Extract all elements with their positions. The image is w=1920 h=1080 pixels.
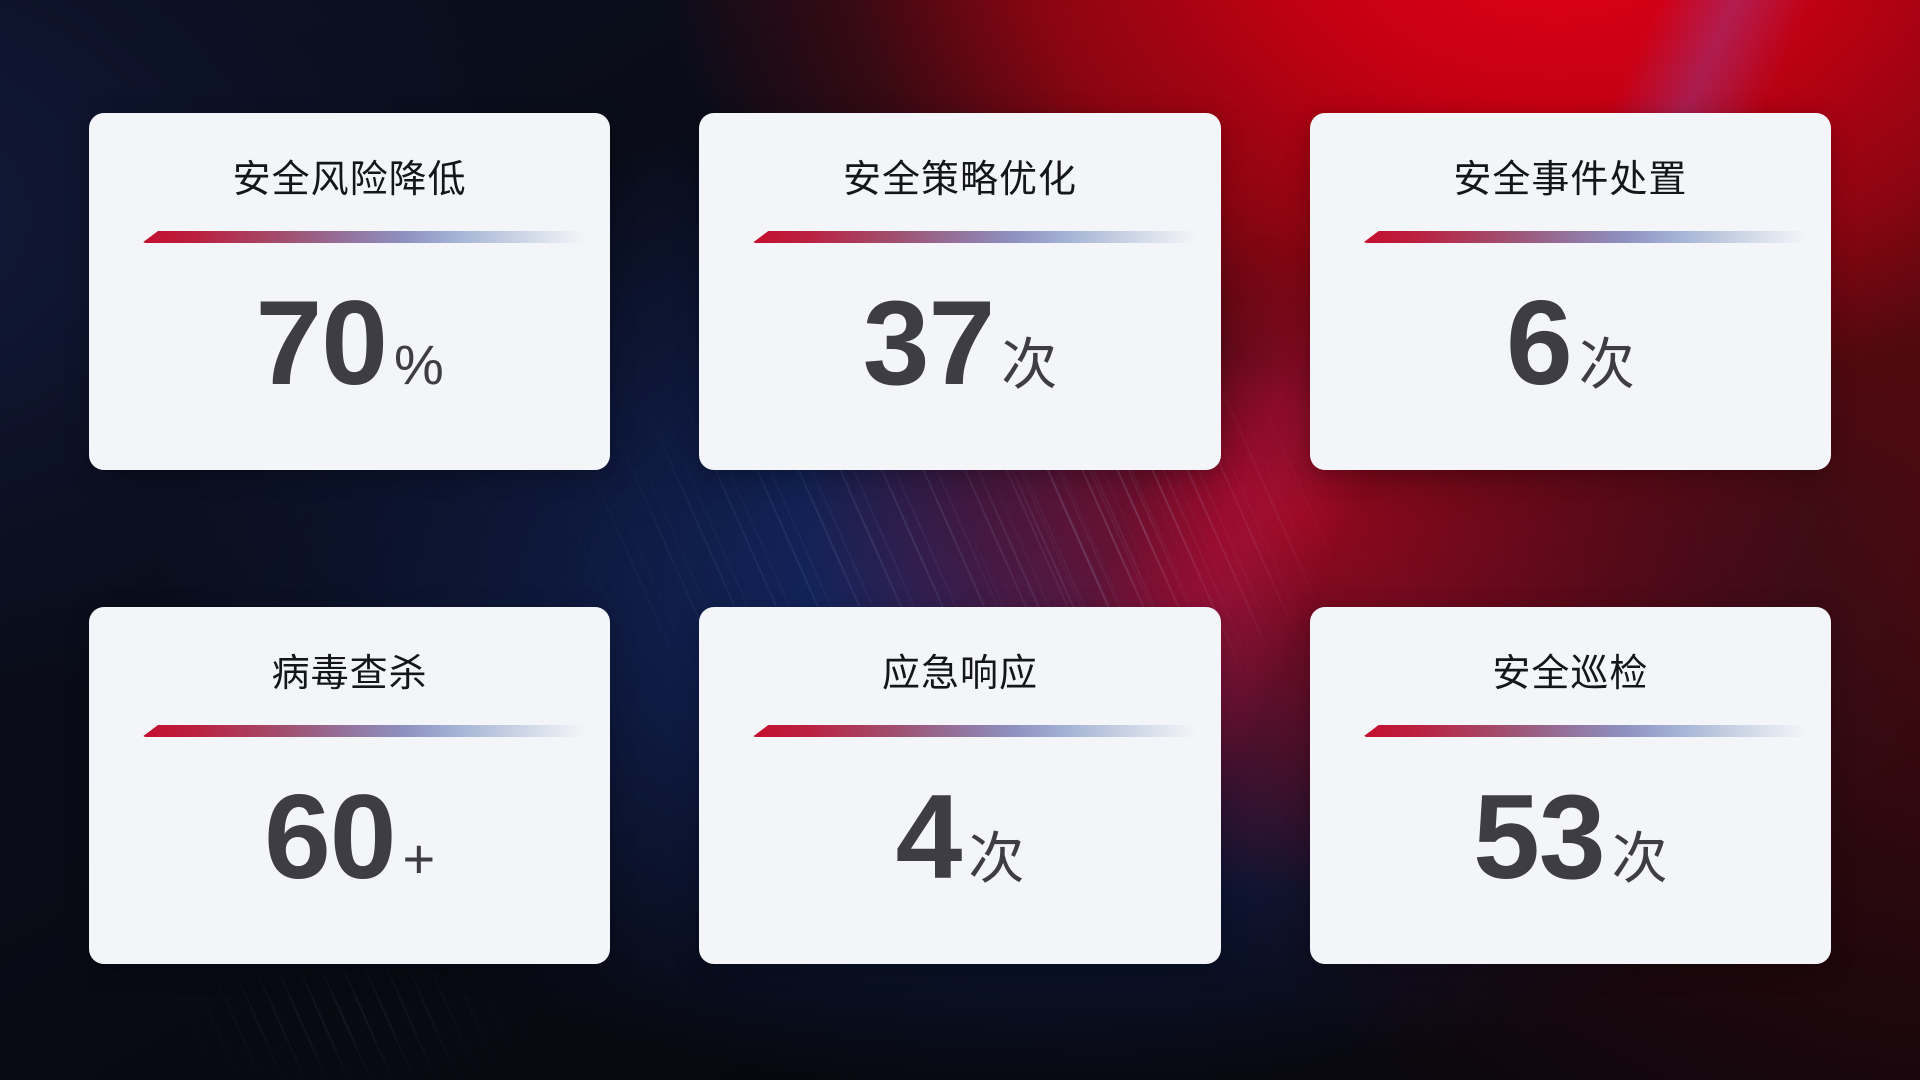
stat-card-accent-divider bbox=[1362, 725, 1815, 737]
stat-card-title: 安全事件处置 bbox=[1453, 159, 1688, 201]
stat-card-value-row: 53 次 bbox=[1310, 777, 1831, 897]
stat-value: 6 bbox=[1505, 276, 1573, 410]
stat-card-accent-divider bbox=[142, 725, 595, 737]
stat-card-title: 应急响应 bbox=[881, 653, 1038, 695]
stat-value: 60 bbox=[264, 770, 396, 904]
stat-card: 应急响应 4 次 bbox=[699, 607, 1221, 964]
stat-card-title: 安全巡检 bbox=[1492, 653, 1649, 695]
stat-card-title: 安全风险降低 bbox=[232, 159, 467, 201]
stat-unit: 次 bbox=[968, 827, 1025, 890]
stat-value: 37 bbox=[862, 276, 995, 410]
stat-unit: 次 bbox=[1578, 333, 1635, 396]
stat-card-accent-divider bbox=[1362, 231, 1815, 243]
stat-value: 53 bbox=[1473, 770, 1605, 904]
stat-card: 安全风险降低 70 % bbox=[89, 113, 611, 470]
stat-card-value-row: 4 次 bbox=[699, 777, 1220, 897]
stat-card: 安全巡检 53 次 bbox=[1309, 607, 1831, 964]
stat-card: 安全策略优化 37 次 bbox=[699, 113, 1221, 470]
stats-grid: 安全风险降低 70 % 安全策略优化 37 次 安全事件处置 6 次 病毒查杀 … bbox=[89, 113, 1831, 964]
stat-card-value-row: 6 次 bbox=[1310, 283, 1831, 403]
stat-unit: + bbox=[402, 827, 436, 890]
stat-card-accent-divider bbox=[142, 231, 595, 243]
stat-value: 4 bbox=[895, 770, 963, 904]
stat-card-title: 病毒查杀 bbox=[271, 653, 428, 695]
stat-card-value-row: 60 + bbox=[89, 777, 610, 897]
stat-card: 病毒查杀 60 + bbox=[89, 607, 611, 964]
stat-card-value-row: 70 % bbox=[89, 283, 610, 403]
stat-card-accent-divider bbox=[752, 231, 1205, 243]
stat-card-accent-divider bbox=[752, 725, 1205, 737]
stat-card: 安全事件处置 6 次 bbox=[1309, 113, 1831, 470]
stat-card-value-row: 37 次 bbox=[699, 283, 1220, 403]
stat-unit: 次 bbox=[1001, 333, 1058, 396]
stat-unit: % bbox=[394, 333, 444, 396]
stat-value: 70 bbox=[255, 276, 388, 410]
stat-unit: 次 bbox=[1611, 827, 1668, 890]
stat-card-title: 安全策略优化 bbox=[842, 159, 1077, 201]
